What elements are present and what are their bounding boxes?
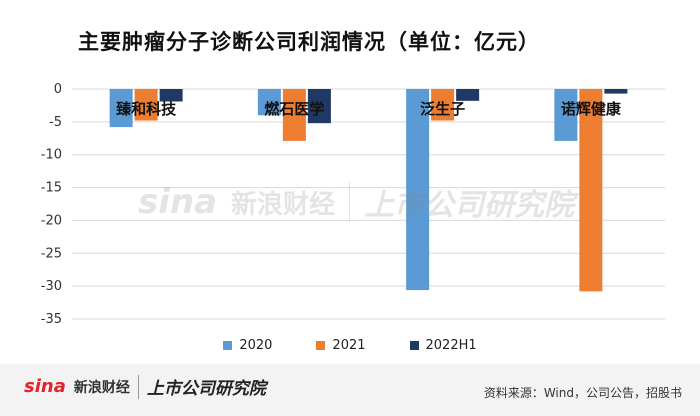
bar-2020 xyxy=(406,89,430,291)
legend-label: 2021 xyxy=(332,338,366,353)
legend-swatch xyxy=(223,341,233,350)
chart-title: 主要肿瘤分子诊断公司利润情况（单位：亿元） xyxy=(78,30,540,54)
bar-2022H1 xyxy=(604,89,628,94)
y-tick-label: 0 xyxy=(54,82,62,97)
sina-logo: sina xyxy=(24,376,66,397)
bar-2020 xyxy=(109,89,133,128)
y-tick-label: -5 xyxy=(49,115,62,130)
sina-finance-label: 新浪财经 xyxy=(73,379,130,396)
y-tick-label: -35 xyxy=(41,312,62,327)
category-label: 诺辉健康 xyxy=(561,100,622,118)
y-tick-label: -25 xyxy=(41,246,62,261)
source-note: 资料来源：Wind，公司公告，招股书 xyxy=(483,386,682,400)
legend-label: 2020 xyxy=(239,338,273,353)
y-tick-label: -20 xyxy=(41,213,62,228)
research-institute-label: 上市公司研究院 xyxy=(146,379,266,399)
footer: sina 新浪财经 上市公司研究院 资料来源：Wind，公司公告，招股书 xyxy=(0,364,700,416)
footer-divider xyxy=(137,374,139,399)
legend-item: 2020 xyxy=(223,338,272,353)
bar-2021 xyxy=(431,89,455,121)
legend-label: 2022H1 xyxy=(425,338,477,353)
bar-2022H1 xyxy=(307,89,331,124)
bar-chart: 0 -5 -10 -15 -20 -25 -30 -35 臻和科技 燃石医学 泛生子 诺辉健康 xyxy=(41,82,665,327)
bar-2020 xyxy=(554,89,578,141)
legend-swatch xyxy=(409,341,419,350)
category-label: 臻和科技 xyxy=(116,100,177,118)
category-label: 燃石医学 xyxy=(264,100,324,118)
bar-2021 xyxy=(134,89,158,121)
legend-item: 2021 xyxy=(316,338,366,353)
footer-logo: sina 新浪财经 上市公司研究院 xyxy=(24,374,266,399)
bar-2022H1 xyxy=(456,89,480,101)
y-tick-label: -10 xyxy=(41,148,62,163)
category-label: 泛生子 xyxy=(420,100,465,118)
bar-2020 xyxy=(257,89,281,116)
y-tick-label: -15 xyxy=(41,181,62,196)
bar-2021 xyxy=(282,89,306,141)
bar-2022H1 xyxy=(159,89,183,102)
legend-swatch xyxy=(316,341,326,350)
bar-2021 xyxy=(579,89,603,292)
chart-legend: 2020 2021 2022H1 xyxy=(0,338,700,353)
y-tick-label: -30 xyxy=(41,279,62,294)
legend-item: 2022H1 xyxy=(409,338,477,353)
